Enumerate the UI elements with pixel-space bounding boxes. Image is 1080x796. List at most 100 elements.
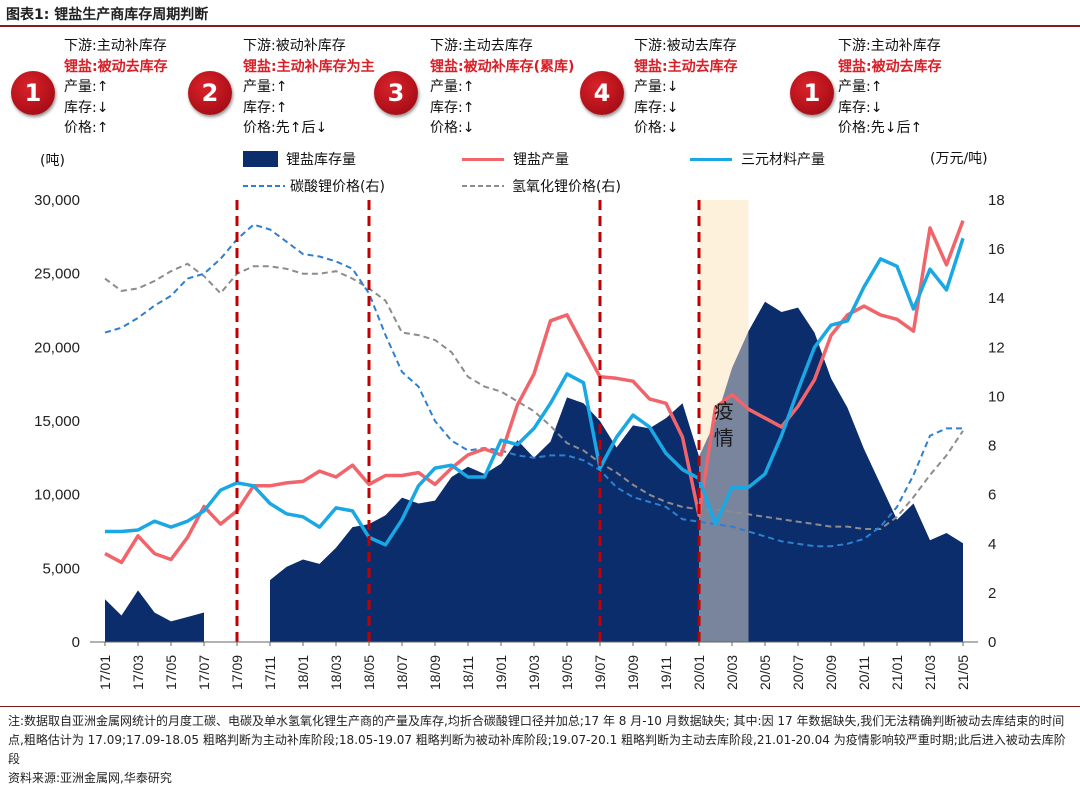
- x-tick-label: 20/05: [757, 655, 773, 690]
- epidemic-overlay: [699, 200, 749, 642]
- chart-legend: (吨) (万元/吨) 锂盐库存量 锂盐产量 三元材料产量 碳酸锂价格(右) 氢氧…: [0, 143, 1080, 203]
- stage-block-5: 下游:主动补库存 锂盐:被动去库存 产量:↑ 库存:↓ 价格:先↓后↑: [838, 36, 1028, 139]
- legend-key-lithium-output: [462, 158, 504, 161]
- legend-label-inventory: 锂盐库存量: [286, 152, 356, 168]
- stage-3-output: 产量:↑: [430, 79, 475, 95]
- right-tick-label: 4: [988, 536, 996, 553]
- x-tick-label: 17/07: [196, 655, 212, 690]
- stage-1-inventory: 库存:↓: [64, 99, 109, 116]
- x-tick-label: 19/07: [592, 655, 608, 690]
- left-tick-label: 20,000: [34, 339, 80, 356]
- stage-3-lithium: 锂盐:被动补库存(累库): [430, 58, 575, 75]
- stage-circle-5: 1: [790, 71, 834, 115]
- x-tick-label: 18/07: [394, 655, 410, 690]
- x-tick-label: 18/09: [427, 655, 443, 690]
- carbonate-price-line: [104, 223, 963, 548]
- x-tick-label: 19/03: [526, 655, 542, 690]
- left-tick-label: 5,000: [42, 560, 80, 577]
- stage-5-output: 产量:↑: [838, 79, 883, 95]
- stage-5-lithium: 锂盐:被动去库存: [838, 58, 942, 75]
- x-tick-label: 17/11: [262, 656, 278, 690]
- right-tick-label: 2: [988, 585, 996, 602]
- left-axis-unit: (吨): [40, 153, 65, 169]
- stage-2-price: 价格:先↑后↓: [243, 120, 328, 136]
- stage-4-price: 价格:↓: [634, 120, 679, 136]
- stage-panel: 1 下游:主动补库存 锂盐:被动去库存 产量:↑ 库存:↓ 价格:↑ 2 下游:被动补库存 锂盐…: [0, 30, 1080, 145]
- x-tick-label: 19/09: [625, 655, 641, 690]
- left-tick-label: 15,000: [34, 413, 80, 430]
- inventory-area-1: [105, 590, 204, 642]
- right-tick-label: 6: [988, 487, 996, 504]
- legend-key-carbonate-price: [243, 185, 285, 187]
- right-tick-label: 8: [988, 438, 996, 455]
- left-tick-label: 25,000: [34, 266, 80, 283]
- figure-title: 图表1: 锂盐生产商库存周期判断: [6, 7, 209, 23]
- stage-block-1: 下游:主动补库存 锂盐:被动去库存 产量:↑ 库存:↓ 价格:↑: [64, 36, 254, 139]
- footer-note: 注:数据取自亚洲金属网统计的月度工碳、电碳及单水氢氧化锂生产商的产量及库存,均折…: [8, 714, 1066, 766]
- stage-1-price: 价格:↑: [64, 120, 109, 136]
- ternary-output-line: [105, 237, 965, 547]
- stage-circle-4: 4: [580, 71, 624, 115]
- left-tick-label: 0: [72, 634, 80, 651]
- stage-2-lithium: 锂盐:主动补库存为主: [243, 58, 375, 75]
- x-tick-label: 18/05: [361, 655, 377, 690]
- x-tick-label: 20/01: [691, 655, 707, 690]
- stage-block-3: 下游:主动去库存 锂盐:被动补库存(累库) 产量:↑ 库存:↑ 价格:↓: [430, 36, 626, 139]
- stage-block-4: 下游:被动去库存 锂盐:主动去库存 产量:↓ 库存:↓ 价格:↓: [634, 36, 824, 139]
- stage-4-output: 产量:↓: [634, 79, 679, 95]
- x-tick-label: 17/05: [163, 655, 179, 690]
- x-tick-label: 17/01: [97, 655, 113, 690]
- stage-circle-3: 3: [374, 71, 418, 115]
- x-tick-label: 20/07: [790, 655, 806, 690]
- stage-1-lithium: 锂盐:被动去库存: [64, 58, 168, 75]
- x-tick-label: 21/05: [955, 655, 971, 690]
- right-tick-label: 18: [988, 192, 1005, 209]
- legend-label-carbonate-price: 碳酸锂价格(右): [290, 179, 385, 195]
- stage-3-inventory: 库存:↑: [430, 99, 475, 116]
- stage-block-2: 下游:被动补库存 锂盐:主动补库存为主 产量:↑ 库存:↑ 价格:先↑后↓: [243, 36, 415, 139]
- x-tick-label: 21/03: [922, 655, 938, 690]
- x-tick-label: 20/11: [856, 656, 872, 690]
- stage-5-price: 价格:先↓后↑: [838, 120, 923, 136]
- hydroxide-price-line: [104, 262, 964, 530]
- stage-1-output: 产量:↑: [64, 79, 109, 95]
- legend-label-ternary-output: 三元材料产量: [741, 152, 825, 168]
- stage-5-inventory: 库存:↓: [838, 99, 883, 116]
- footer-rule: [0, 706, 1080, 707]
- report-header: 图表1: 锂盐生产商库存周期判断: [0, 0, 1080, 27]
- legend-label-lithium-output: 锂盐产量: [513, 152, 569, 168]
- x-tick-label: 17/09: [229, 655, 245, 690]
- x-tick-label: 19/05: [559, 655, 575, 690]
- header-rule: [0, 25, 1080, 27]
- left-tick-label: 10,000: [34, 487, 80, 504]
- x-tick-label: 20/09: [823, 655, 839, 690]
- x-tick-label: 18/01: [295, 655, 311, 690]
- right-tick-label: 16: [988, 241, 1005, 258]
- stage-circle-2: 2: [188, 71, 232, 115]
- left-tick-label: 30,000: [34, 192, 80, 209]
- x-tick-label: 18/11: [460, 656, 476, 690]
- footer-source: 资料来源:亚洲金属网,华泰研究: [8, 771, 172, 785]
- stage-4-lithium: 锂盐:主动去库存: [634, 58, 738, 75]
- epidemic-label-1: 疫: [714, 399, 734, 423]
- stage-2-output: 产量:↑: [243, 79, 288, 95]
- right-tick-label: 10: [988, 388, 1005, 405]
- right-tick-label: 12: [988, 339, 1005, 356]
- x-tick-label: 21/01: [889, 655, 905, 690]
- legend-key-inventory: [243, 151, 278, 167]
- stage-circle-1: 1: [11, 71, 55, 115]
- right-tick-label: 14: [988, 290, 1005, 307]
- legend-label-hydroxide-price: 氢氧化锂价格(右): [512, 179, 621, 195]
- x-tick-label: 18/03: [328, 655, 344, 690]
- epidemic-label-2: 情: [714, 426, 734, 450]
- legend-key-ternary-output: [690, 158, 732, 161]
- x-tick-label: 19/11: [658, 656, 674, 690]
- right-axis-unit: (万元/吨): [930, 151, 988, 167]
- legend-key-hydroxide-price: [462, 185, 504, 187]
- stage-2-inventory: 库存:↑: [243, 99, 288, 116]
- lithium-output-line: [104, 219, 965, 565]
- inventory-cycle-chart: 疫情05,00010,00015,00020,00025,00030,00002…: [34, 192, 1005, 690]
- stage-3-price: 价格:↓: [430, 120, 475, 136]
- stage-4-downstream: 下游:被动去库存: [634, 38, 737, 54]
- x-tick-label: 20/03: [724, 655, 740, 690]
